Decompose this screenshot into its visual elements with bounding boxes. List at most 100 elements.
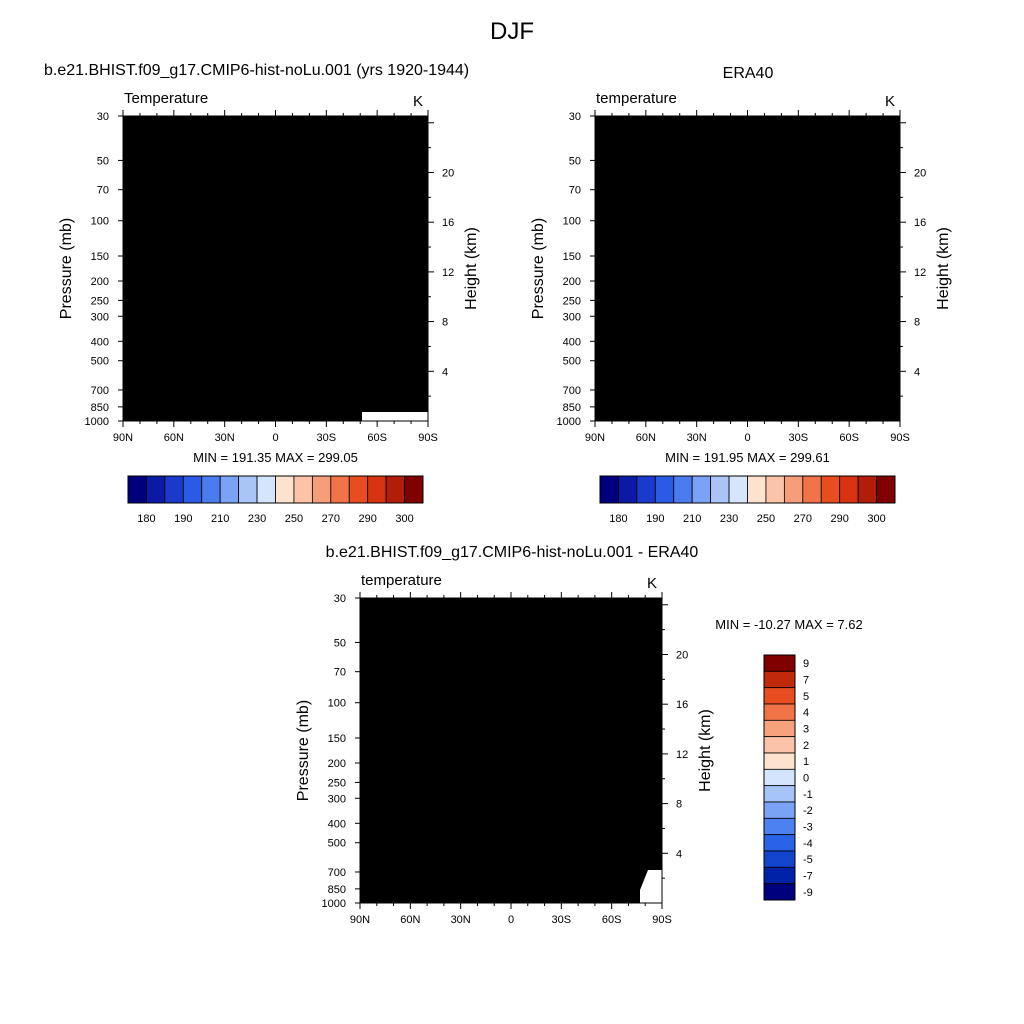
p3-layer-neg-surface: [367, 894, 423, 903]
pressure-tick-label: 250: [328, 777, 346, 789]
colorbar-label: 300: [395, 513, 413, 525]
figure-title: DJF: [490, 18, 534, 45]
colorbar-label: 230: [248, 513, 266, 525]
colorbar-box: [783, 475, 804, 504]
p1-layer-band7: [215, 396, 345, 421]
pressure-tick-label: 1000: [322, 898, 346, 910]
pressure-tick-label: 1000: [557, 416, 581, 428]
colorbar-box: [802, 475, 822, 504]
colorbar-box: [636, 475, 656, 504]
colorbar-box: [710, 475, 730, 504]
panel2-plot: 30 50 70 100 150 200 250 300 400 500 700 850 1000 20 1…: [530, 90, 952, 525]
colorbar-box: [599, 475, 619, 504]
lat-tick-label: 30N: [215, 432, 235, 444]
height-tick-label: 20: [676, 649, 688, 661]
height-tick-label: 20: [914, 167, 926, 179]
colorbar-box: [654, 475, 675, 504]
pressure-tick-label: 1000: [85, 416, 109, 428]
height-tick-label: 8: [442, 317, 448, 329]
colorbar-label: 0: [803, 773, 809, 785]
pressure-tick-label: 850: [563, 402, 581, 414]
p2-layer-band7: [687, 396, 817, 421]
colorbar-box: [763, 850, 796, 868]
panel3-contours: [360, 598, 662, 903]
p2-layer-tropopause-core: [705, 167, 795, 237]
colorbar-label: 4: [803, 707, 809, 719]
pressure-tick-label: 300: [91, 311, 109, 323]
colorbar-box: [763, 834, 796, 852]
colorbar-label: 2: [803, 740, 809, 752]
pressure-tick-label: 150: [91, 251, 109, 263]
stats-label: MIN = 191.35 MAX = 299.05: [193, 450, 358, 465]
colorbar-label: 250: [285, 513, 303, 525]
pressure-tick-label: 200: [91, 276, 109, 288]
p3-missing-area: [640, 870, 662, 903]
colorbar-label: 7: [803, 675, 809, 687]
colorbar-box: [293, 475, 313, 504]
colorbar-box: [763, 768, 796, 787]
p1-missing-area: [362, 412, 428, 421]
colorbar-box: [219, 475, 240, 504]
pressure-tick-label: 250: [91, 295, 109, 307]
colorbar-box: [275, 475, 295, 504]
panel3-title: b.e21.BHIST.f09_g17.CMIP6-hist-noLu.001 …: [325, 544, 699, 561]
colorbar-box: [404, 475, 424, 504]
colorbar-label: 190: [646, 513, 664, 525]
colorbar-box: [164, 475, 184, 504]
colorbar-box: [763, 801, 796, 819]
p2-layer-polar-n-core: [595, 116, 618, 195]
pressure-tick-label: 500: [563, 356, 581, 368]
p1-layer-polar-n-core: [123, 116, 145, 175]
pressure-tick-label: 150: [563, 251, 581, 263]
pressure-tick-label: 30: [97, 111, 109, 123]
height-tick-label: 12: [442, 267, 454, 279]
colorbar-box: [763, 687, 796, 705]
colorbar-box: [182, 475, 203, 504]
p3-layer-pos1-upper: [562, 598, 611, 690]
pressure-tick-label: 700: [563, 385, 581, 397]
pressure-tick-label: 400: [91, 336, 109, 348]
colorbar-label: -7: [803, 871, 813, 883]
panel1-contours: [123, 116, 428, 421]
colorbar-label: 210: [211, 513, 229, 525]
lat-tick-label: 60N: [636, 432, 656, 444]
colorbar-box: [127, 475, 147, 504]
lat-tick-label: 0: [744, 432, 750, 444]
colorbar-box: [385, 475, 405, 504]
pressure-tick-label: 400: [328, 818, 346, 830]
units-label: K: [413, 93, 423, 110]
pressure-tick-label: 700: [328, 867, 346, 879]
y-axis-label: Pressure (mb): [295, 700, 312, 801]
colorbar-label: -1: [803, 789, 813, 801]
p3-layer-pos2-north-low: [360, 856, 378, 888]
lat-tick-label: 30S: [789, 432, 809, 444]
panel1-title: b.e21.BHIST.f09_g17.CMIP6-hist-noLu.001 …: [44, 62, 470, 79]
colorbar-label: 300: [867, 513, 885, 525]
colorbar-label: 290: [831, 513, 849, 525]
lat-tick-label: 90N: [113, 432, 133, 444]
p3-layer-pos1-low: [477, 780, 573, 850]
height-tick-label: 20: [442, 167, 454, 179]
pressure-tick-label: 700: [91, 385, 109, 397]
colorbar-box: [201, 475, 221, 504]
p1-layer-polar-s: [385, 116, 428, 223]
lat-tick-label: 30N: [687, 432, 707, 444]
colorbar-label: -2: [803, 805, 813, 817]
pressure-tick-label: 30: [334, 593, 346, 605]
height-tick-label: 16: [442, 217, 454, 229]
colorbar-label: 270: [794, 513, 812, 525]
colorbar-label: -3: [803, 822, 813, 834]
p3-layer-neg5-south: [622, 777, 642, 789]
pressure-tick-label: 70: [97, 185, 109, 197]
lat-tick-label: 60N: [400, 914, 420, 926]
pressure-tick-label: 200: [563, 276, 581, 288]
colorbar-box: [367, 475, 387, 504]
p3-layer-neg9-north: [360, 598, 366, 614]
p2-layer-band8: [722, 410, 796, 421]
colorbar-box: [763, 866, 796, 885]
panel3-plot: 3050701001502002503004005007008501000201…: [295, 572, 863, 926]
y-axis-label: Pressure (mb): [530, 218, 547, 319]
field-name-label: Temperature: [124, 90, 208, 107]
pressure-tick-label: 100: [328, 698, 346, 710]
p3-layer-neg2-blob2: [437, 715, 473, 785]
